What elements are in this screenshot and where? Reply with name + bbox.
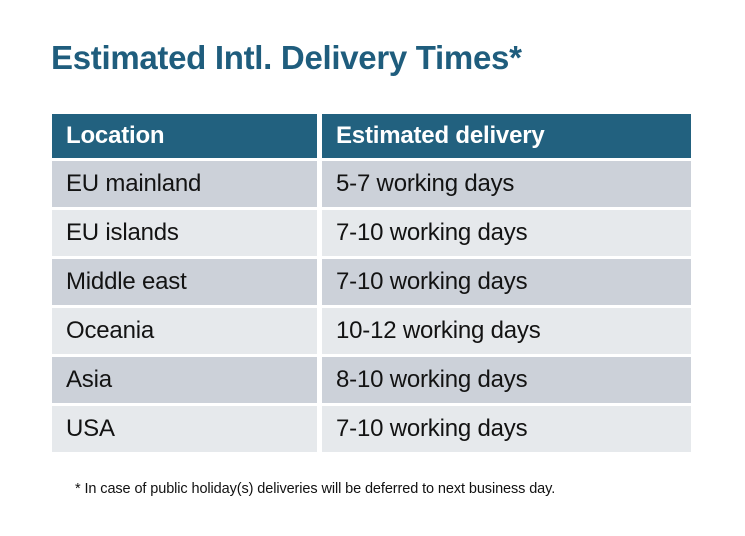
cell-location-text: USA	[66, 415, 115, 442]
cell-delivery: 10-12 working days	[322, 308, 691, 354]
cell-delivery-text: 10-12 working days	[336, 317, 541, 344]
cell-location-text: Middle east	[66, 268, 187, 295]
footnote: * In case of public holiday(s) deliverie…	[75, 481, 556, 497]
cell-delivery: 8-10 working days	[322, 357, 691, 403]
cell-location: Middle east	[52, 259, 317, 305]
cell-delivery-text: 7-10 working days	[336, 268, 528, 295]
cell-location-text: EU mainland	[66, 170, 202, 197]
cell-delivery: 5-7 working days	[322, 161, 691, 207]
delivery-times-table: Location Estimated delivery EU mainland …	[52, 114, 691, 452]
table-row: EU islands 7-10 working days	[52, 210, 691, 256]
cell-location: EU islands	[52, 210, 317, 256]
cell-location: Oceania	[52, 308, 317, 354]
row-gap	[52, 256, 691, 259]
cell-location-text: Oceania	[66, 317, 154, 344]
column-gap	[317, 308, 322, 354]
table-header-row: Location Estimated delivery	[52, 114, 691, 158]
cell-location-text: Asia	[66, 366, 112, 393]
cell-delivery: 7-10 working days	[322, 259, 691, 305]
cell-delivery: 7-10 working days	[322, 210, 691, 256]
column-gap	[317, 161, 322, 207]
table-body: EU mainland 5-7 working days EU islands …	[52, 158, 691, 452]
table-header: Location Estimated delivery	[52, 114, 691, 158]
column-gap	[317, 210, 322, 256]
column-header-delivery: Estimated delivery	[322, 114, 691, 158]
row-gap	[52, 207, 691, 210]
column-gap	[317, 406, 322, 452]
table-row: Oceania 10-12 working days	[52, 308, 691, 354]
row-gap	[52, 403, 691, 406]
column-header-location: Location	[52, 114, 317, 158]
row-gap	[52, 158, 691, 161]
column-header-location-label: Location	[66, 122, 165, 149]
table-row: USA 7-10 working days	[52, 406, 691, 452]
column-header-delivery-label: Estimated delivery	[336, 122, 545, 149]
cell-delivery-text: 7-10 working days	[336, 415, 528, 442]
table-row: Asia 8-10 working days	[52, 357, 691, 403]
cell-delivery-text: 7-10 working days	[336, 219, 528, 246]
cell-delivery-text: 5-7 working days	[336, 170, 515, 197]
cell-location: Asia	[52, 357, 317, 403]
cell-location-text: EU islands	[66, 219, 179, 246]
column-gap	[317, 259, 322, 305]
cell-location: EU mainland	[52, 161, 317, 207]
column-gap	[317, 114, 322, 158]
cell-delivery-text: 8-10 working days	[336, 366, 528, 393]
column-gap	[317, 357, 322, 403]
page-title: Estimated Intl. Delivery Times*	[51, 39, 522, 76]
table-row: Middle east 7-10 working days	[52, 259, 691, 305]
row-gap	[52, 305, 691, 308]
cell-location: USA	[52, 406, 317, 452]
table-row: EU mainland 5-7 working days	[52, 161, 691, 207]
row-gap	[52, 354, 691, 357]
cell-delivery: 7-10 working days	[322, 406, 691, 452]
